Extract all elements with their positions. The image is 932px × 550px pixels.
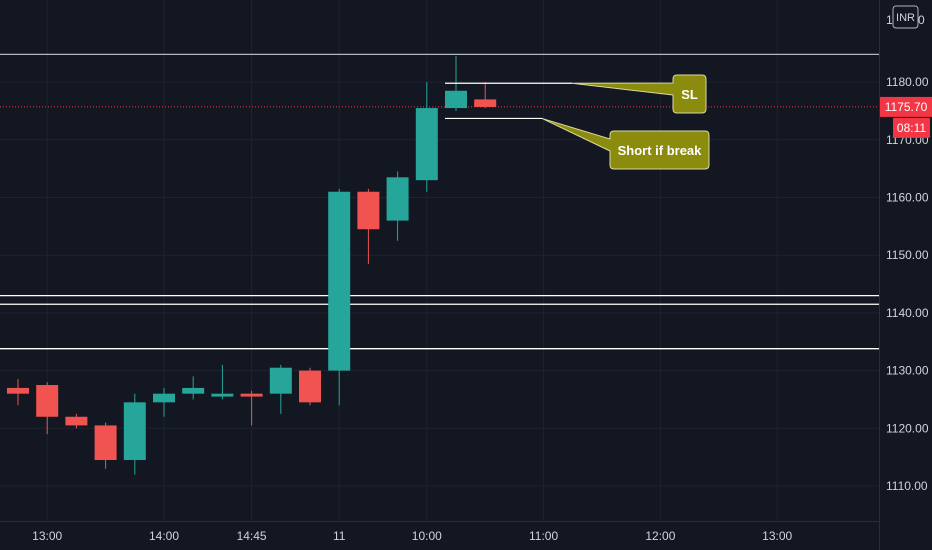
candles (7, 56, 497, 475)
candle-body (211, 393, 234, 397)
x-tick-label: 14:00 (149, 529, 179, 543)
countdown-label: 08:11 (897, 121, 926, 135)
candle (240, 390, 263, 426)
candle (299, 367, 321, 406)
callout-label: SL (681, 87, 698, 102)
candle (65, 413, 88, 429)
y-tick-label: 1180.00 (886, 75, 929, 89)
y-axis: 1110.00 1120.00 1130.00 1140.00 1150.00 1160.… (879, 0, 929, 550)
candle (415, 82, 438, 192)
candle-body (357, 191, 380, 230)
candle-body (328, 191, 351, 371)
x-tick-label: 14:45 (237, 529, 267, 543)
y-tick-label: 1130.00 (886, 364, 929, 378)
candle (7, 379, 29, 406)
x-tick-label: 11:00 (529, 529, 558, 543)
x-axis: 13:00 14:00 14:45 11 10:00 11:00 12:00 13:00 (0, 521, 879, 543)
candle-body (65, 416, 88, 426)
candle (357, 188, 380, 264)
candle-body (240, 393, 263, 397)
callout-shape (571, 74, 707, 114)
candle (36, 382, 59, 435)
candle-body (445, 90, 467, 109)
candle-body (153, 393, 175, 403)
candle (153, 387, 175, 417)
callout-label: Short if break (618, 143, 703, 158)
y-tick-label: 1140.00 (886, 306, 929, 320)
candle (328, 188, 351, 406)
y-tick-label: 1110.00 (886, 479, 928, 493)
candle-body (386, 177, 409, 221)
candle (386, 171, 409, 241)
sl-callout: SL (571, 74, 707, 114)
candle-body (94, 425, 117, 461)
currency-badge (892, 5, 919, 29)
y-tick-label-partial: 1 (886, 13, 893, 27)
candle-body (7, 387, 29, 394)
x-tick-label: 12:00 (645, 529, 675, 543)
last-price-label: 1175.70 (885, 100, 928, 114)
candle (474, 82, 497, 109)
short-callout: Short if break (541, 117, 710, 170)
candle (123, 393, 146, 475)
candle-body (123, 402, 146, 461)
y-tick-label-partial: 0 (918, 13, 925, 27)
candle-body (299, 370, 321, 403)
plot-area (0, 0, 879, 521)
price-badges: 1175.70 08:11 INR (880, 5, 932, 138)
y-tick-label: 1160.00 (886, 191, 929, 205)
x-tick-label: 13:00 (32, 529, 62, 543)
y-tick-label: 1120.00 (886, 421, 929, 435)
grid (0, 0, 879, 521)
callout-shape (541, 117, 710, 170)
x-tick-label: 13:00 (762, 529, 792, 543)
currency-label: INR (896, 12, 915, 24)
horizontal-lines (0, 53, 879, 350)
candle (211, 364, 234, 400)
last-price-badge (880, 96, 932, 117)
candle-body (474, 99, 497, 107)
candle-body (182, 387, 205, 394)
candle-body (415, 108, 438, 181)
candle-body (269, 367, 292, 394)
candle (269, 364, 292, 414)
candle (182, 376, 205, 400)
level-lines: SL Short if break (445, 74, 710, 170)
x-tick-label: 11 (333, 529, 346, 543)
candle (94, 422, 117, 469)
candle-body (36, 385, 59, 417)
x-tick-label: 10:00 (412, 529, 442, 543)
countdown-badge (893, 117, 930, 138)
y-tick-label: 1150.00 (886, 248, 929, 262)
